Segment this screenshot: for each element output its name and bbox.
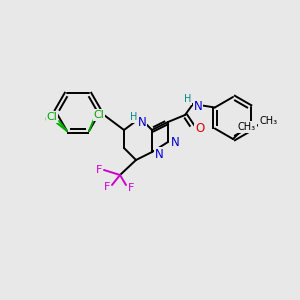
Text: F: F <box>96 165 102 175</box>
Text: H: H <box>184 94 192 104</box>
Text: Cl: Cl <box>94 110 104 120</box>
Text: N: N <box>171 136 179 149</box>
Text: F: F <box>104 182 110 192</box>
Text: O: O <box>195 122 205 134</box>
Text: Cl: Cl <box>46 112 57 122</box>
Text: N: N <box>194 100 202 112</box>
Text: Cl: Cl <box>45 115 56 125</box>
Text: N: N <box>154 148 164 160</box>
Text: F: F <box>128 183 134 193</box>
Text: CH₃: CH₃ <box>259 116 277 125</box>
Text: H: H <box>130 112 138 122</box>
Text: N: N <box>138 116 146 130</box>
Text: CH₃: CH₃ <box>238 122 256 132</box>
